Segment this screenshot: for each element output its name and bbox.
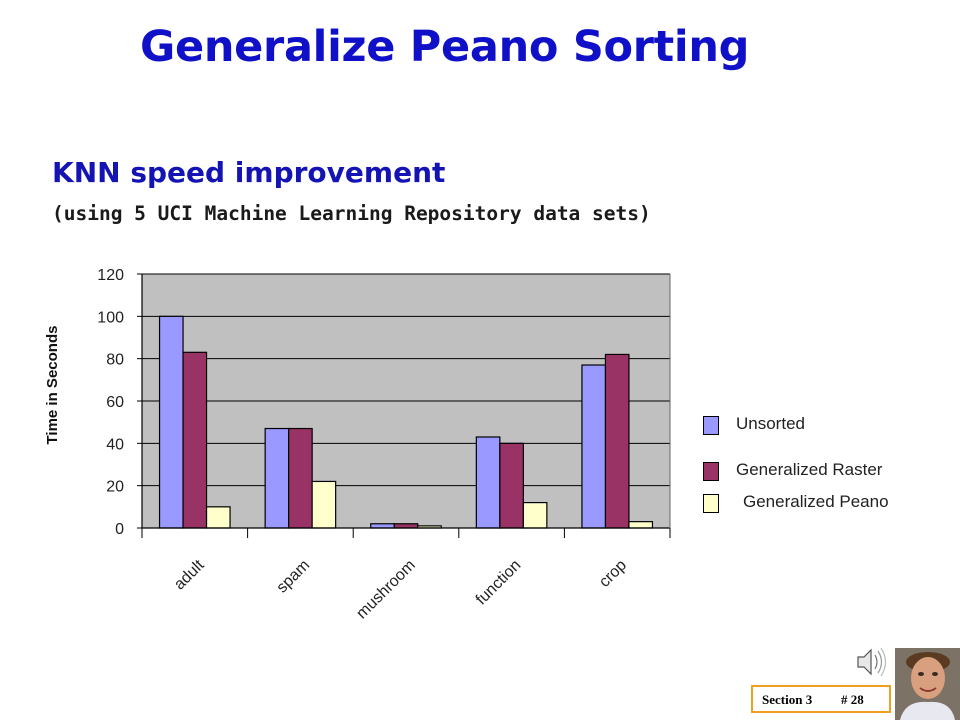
x-tick-label-adult: adult bbox=[171, 556, 208, 593]
bar-adult-2 bbox=[205, 506, 231, 529]
bar-spam-2 bbox=[311, 480, 337, 529]
bar-spam-1 bbox=[288, 427, 313, 529]
legend-swatch bbox=[703, 462, 719, 481]
slide-title: Generalize Peano Sorting bbox=[140, 22, 750, 72]
x-tick-labels: adult spam mushroom function crop bbox=[171, 556, 630, 622]
x-tick-label-spam: spam bbox=[274, 557, 314, 597]
legend-swatch bbox=[703, 494, 719, 513]
legend-swatch bbox=[703, 416, 719, 435]
slide-subsubtitle: (using 5 UCI Machine Learning Repository… bbox=[52, 202, 651, 225]
legend-label: Unsorted bbox=[736, 414, 805, 433]
bar-adult-0 bbox=[158, 315, 184, 529]
legend-label: Generalized Raster bbox=[736, 460, 883, 479]
section-label: Section 3 bbox=[762, 692, 813, 707]
y-tick-label: 0 bbox=[115, 521, 124, 538]
x-tick-label-mushroom: mushroom bbox=[353, 557, 418, 622]
axes bbox=[141, 274, 671, 538]
bar-mushroom-0 bbox=[370, 523, 395, 529]
y-tick-label: 60 bbox=[106, 394, 124, 411]
slide-subtitle: KNN speed improvement bbox=[52, 156, 446, 189]
y-tick-label: 80 bbox=[106, 352, 124, 369]
bar-function-1 bbox=[499, 442, 524, 529]
speaker-icon[interactable] bbox=[855, 645, 891, 684]
bar-crop-0 bbox=[581, 364, 607, 529]
y-tick-label: 120 bbox=[97, 267, 124, 284]
bar-crop-1 bbox=[604, 353, 630, 529]
bar-function-2 bbox=[522, 502, 548, 529]
bars bbox=[158, 315, 654, 529]
x-tick-label-function: function bbox=[473, 557, 525, 609]
bar-function-0 bbox=[475, 436, 501, 529]
y-tick-label: 100 bbox=[97, 309, 124, 326]
legend-label: Generalized Peano bbox=[743, 492, 889, 511]
page-number: # 28 bbox=[841, 692, 864, 707]
bar-spam-0 bbox=[264, 427, 290, 529]
section-footer: Section 3 # 28 bbox=[751, 685, 891, 713]
bar-mushroom-1 bbox=[393, 523, 419, 529]
bar-crop-2 bbox=[628, 521, 654, 529]
y-axis-label: Time in Seconds bbox=[44, 326, 61, 445]
x-tick-label-crop: crop bbox=[596, 557, 630, 591]
y-tick-labels: 0 20 40 60 80 100 120 bbox=[97, 267, 124, 538]
y-tick-label: 40 bbox=[106, 436, 124, 453]
y-tick-label: 20 bbox=[106, 479, 124, 496]
presenter-photo bbox=[895, 648, 960, 720]
bar-adult-1 bbox=[182, 351, 208, 529]
